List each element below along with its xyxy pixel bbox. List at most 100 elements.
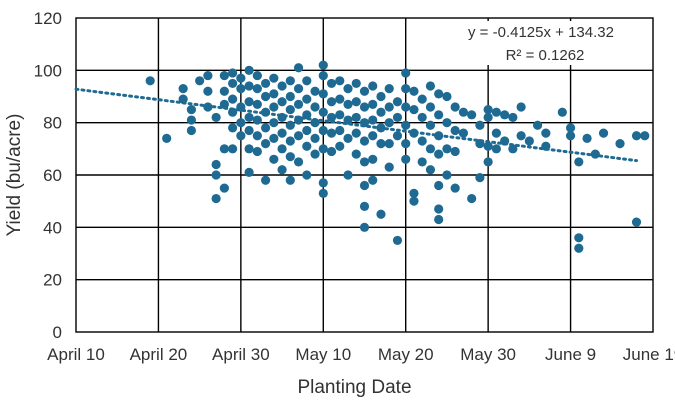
x-tick-label: June 9 (545, 345, 596, 364)
x-tick-label: April 20 (130, 345, 188, 364)
y-axis-title: Yield (bu/acre) (4, 114, 25, 237)
data-point (631, 131, 642, 141)
data-point (285, 152, 295, 162)
data-point (326, 78, 337, 89)
data-point (500, 110, 510, 120)
data-point (401, 68, 411, 78)
data-point (302, 94, 312, 104)
data-point (417, 112, 427, 123)
data-point (318, 60, 328, 70)
data-point (351, 128, 361, 138)
data-point (252, 84, 262, 94)
data-point (244, 65, 254, 75)
data-point (392, 131, 403, 141)
plot-frame (75, 17, 654, 333)
data-point (335, 110, 345, 120)
data-point (376, 91, 386, 102)
data-point (326, 97, 337, 107)
data-point (359, 136, 370, 146)
data-point (269, 118, 279, 128)
data-point (384, 162, 394, 172)
data-point (409, 86, 419, 96)
data-point (376, 139, 386, 149)
data-point (582, 133, 592, 143)
data-point (335, 94, 345, 104)
data-point (450, 146, 460, 157)
data-point (401, 120, 411, 130)
data-point (260, 139, 271, 149)
data-point (442, 144, 452, 154)
data-point (475, 173, 485, 183)
data-point (524, 136, 534, 146)
data-point (631, 217, 642, 227)
data-point (335, 141, 345, 151)
x-tick-label: June 19 (623, 345, 675, 364)
x-tick-label: April 10 (47, 345, 105, 364)
data-point (219, 70, 229, 81)
data-point (442, 91, 452, 102)
data-point (392, 97, 403, 107)
data-point (450, 102, 460, 112)
data-point (269, 133, 279, 143)
data-point (277, 81, 287, 91)
data-point (343, 170, 353, 180)
data-point (335, 76, 345, 86)
data-point (368, 131, 378, 141)
data-point (228, 144, 238, 154)
data-point (467, 193, 477, 204)
data-point (326, 146, 337, 157)
data-point (236, 118, 246, 128)
data-point (368, 175, 378, 185)
data-point (236, 73, 246, 83)
data-point (293, 131, 304, 141)
data-point (211, 112, 221, 123)
data-point (491, 144, 501, 154)
data-point (186, 115, 196, 125)
tick-labels: 0 20 40 60 80 100 120 April 10 April 20 April 30 M… (34, 9, 675, 364)
data-point (450, 125, 460, 136)
data-point (285, 76, 295, 86)
data-point (425, 120, 436, 130)
data-point (359, 222, 370, 232)
data-point (351, 149, 361, 159)
data-point (434, 180, 444, 191)
x-tick-label: May 30 (460, 345, 516, 364)
data-point (483, 104, 493, 115)
data-point (417, 157, 427, 167)
data-point (401, 84, 411, 94)
data-point (211, 170, 221, 180)
data-point (409, 196, 419, 206)
data-point (376, 107, 386, 117)
data-point (508, 144, 518, 154)
data-point (384, 139, 394, 149)
data-point (401, 102, 411, 112)
data-point (516, 102, 526, 112)
data-point (310, 86, 320, 96)
data-point (351, 78, 361, 89)
data-point (343, 133, 353, 143)
data-point (368, 154, 378, 164)
data-point (228, 123, 238, 133)
data-point (442, 170, 452, 180)
data-point (285, 91, 295, 102)
data-point (359, 180, 370, 191)
data-point (434, 149, 444, 159)
data-point (409, 104, 419, 115)
data-point (483, 157, 493, 167)
data-point (318, 144, 328, 154)
data-point (574, 233, 584, 243)
data-point (186, 125, 196, 136)
data-point (491, 107, 501, 117)
data-point (425, 144, 436, 154)
data-point (318, 188, 328, 198)
data-point (351, 97, 361, 107)
data-point (236, 131, 246, 141)
data-point (260, 78, 271, 89)
data-point (302, 170, 312, 180)
data-point (401, 154, 411, 164)
data-point (565, 131, 576, 141)
data-point (178, 94, 188, 104)
data-point (326, 112, 337, 123)
data-point (640, 131, 650, 141)
data-point (302, 76, 312, 86)
